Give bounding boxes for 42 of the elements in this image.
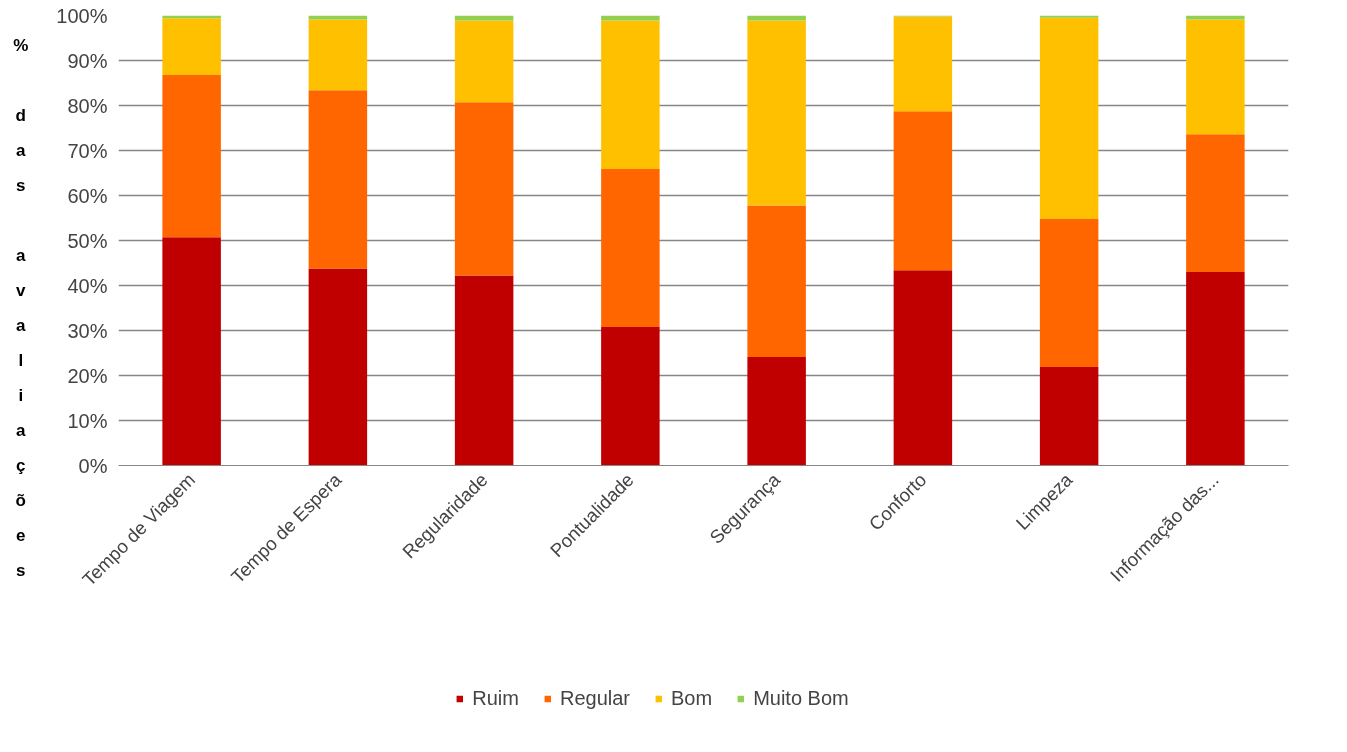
legend-label: Regular — [559, 686, 630, 710]
y-tick-label: 20% — [67, 364, 108, 387]
bar — [1186, 272, 1245, 466]
y-tick-label: 10% — [67, 409, 108, 432]
y-tick-label: 100% — [56, 4, 108, 27]
bar — [308, 90, 368, 269]
bar — [747, 20, 806, 206]
bar — [308, 15, 368, 20]
bar — [601, 326, 660, 466]
bar — [747, 205, 806, 358]
y-tick-label: 40% — [67, 274, 108, 297]
bar — [162, 237, 221, 466]
y-tick-label: 80% — [67, 94, 108, 117]
bar — [1186, 19, 1245, 135]
y-tick-label: 70% — [67, 139, 108, 162]
bar — [601, 20, 660, 169]
bar — [893, 111, 953, 271]
bar — [893, 270, 953, 466]
legend-label: Ruim — [472, 686, 519, 710]
bar — [308, 19, 368, 91]
bar — [601, 168, 660, 327]
y-tick-label: 30% — [67, 319, 108, 342]
bar — [747, 357, 806, 466]
bar — [893, 16, 953, 112]
bar — [1039, 17, 1099, 219]
bar — [1186, 15, 1245, 20]
bar — [454, 20, 514, 103]
y-tick-label: 90% — [67, 49, 108, 72]
legend-label: Muito Bom — [753, 686, 849, 710]
bar — [308, 268, 368, 466]
bar — [162, 74, 221, 238]
bar — [1039, 218, 1099, 367]
y-tick-label: 0% — [78, 454, 108, 477]
bar — [1039, 366, 1099, 466]
bar — [454, 102, 514, 276]
bar — [162, 18, 221, 75]
y-tick-label: 60% — [67, 184, 108, 207]
legend-label: Bom — [671, 686, 713, 710]
bar — [1186, 134, 1245, 272]
y-axis-title: % das avaliações — [10, 36, 32, 596]
bar — [454, 275, 514, 466]
y-tick-label: 50% — [67, 229, 108, 252]
